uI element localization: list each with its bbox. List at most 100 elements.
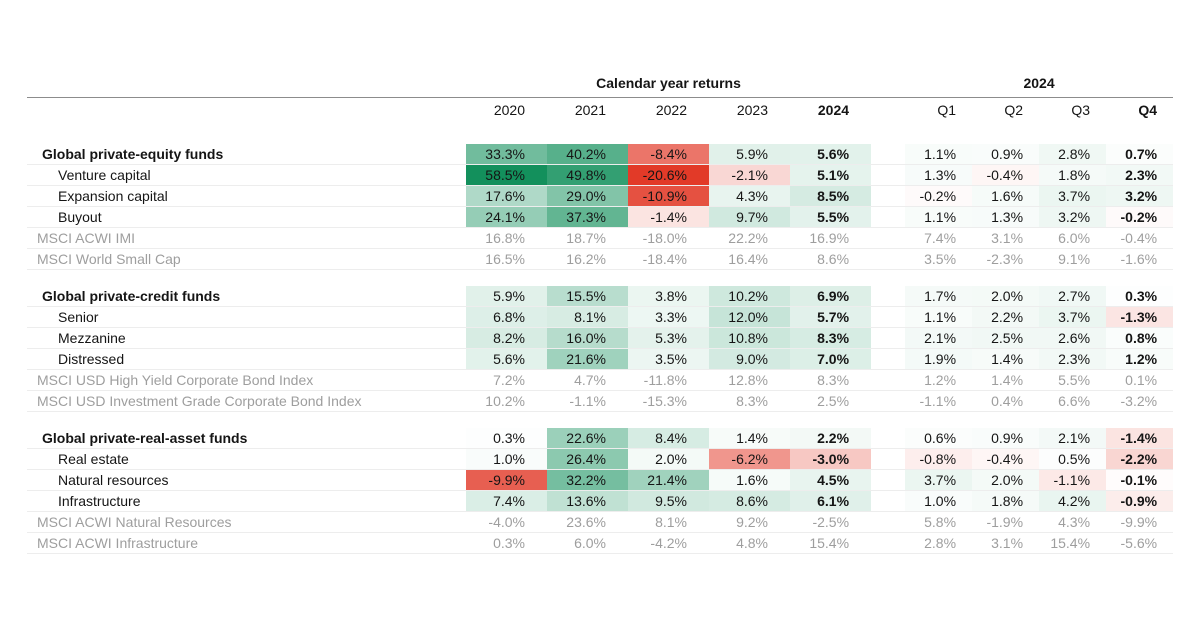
value-cell: -6.2% — [709, 448, 790, 470]
value-cell: 8.2% — [466, 327, 547, 349]
value-cell: -11.8% — [628, 369, 709, 391]
column-header-q1: Q1 — [937, 102, 957, 118]
value-cell: -9.9% — [1106, 511, 1174, 533]
table-body: Global private-equity funds 33.3% 40.2% -8.… — [27, 144, 1174, 554]
value-cell: 2.8% — [905, 532, 973, 554]
value-cell: 40.2% — [547, 144, 628, 165]
value-cell: 3.2% — [1039, 206, 1107, 228]
value-cell: 16.2% — [547, 248, 628, 270]
value-cell: 23.6% — [547, 511, 628, 533]
value-cell: -1.9% — [972, 511, 1040, 533]
value-cell: 1.4% — [972, 348, 1040, 370]
table-row: Infrastructure 7.4% 13.6% 9.5% 8.6% 6.1% 1.0% 1… — [27, 490, 1174, 512]
value-cell: 15.5% — [547, 286, 628, 307]
value-cell: 1.3% — [905, 164, 973, 186]
value-cell: 22.6% — [547, 428, 628, 449]
value-cell: 32.2% — [547, 469, 628, 491]
value-cell: -4.0% — [466, 511, 547, 533]
column-group-row: Calendar year returns 2024 — [27, 74, 1174, 98]
value-cell: 5.5% — [790, 206, 872, 228]
table-row: MSCI USD High Yield Corporate Bond Index… — [27, 369, 1174, 391]
table-row: Global private-real-asset funds 0.3% 22.6%… — [27, 428, 1174, 449]
value-cell: 1.1% — [905, 306, 973, 328]
value-cell: 2.6% — [1039, 327, 1107, 349]
value-cell: 21.6% — [547, 348, 628, 370]
value-cell: -2.5% — [790, 511, 872, 533]
value-cell: 3.8% — [628, 286, 709, 307]
column-group-2024-quarters: 2024 — [905, 74, 1174, 98]
value-cell: 8.1% — [628, 511, 709, 533]
value-cell: 5.9% — [709, 144, 790, 165]
table-row: MSCI USD Investment Grade Corporate Bond… — [27, 390, 1174, 412]
table-row: Natural resources -9.9% 32.2% 21.4% 1.6% 4.5%… — [27, 469, 1174, 491]
group-gap — [871, 348, 906, 370]
value-cell: -0.2% — [1106, 206, 1174, 228]
value-cell: 4.3% — [1039, 511, 1107, 533]
value-cell: 26.4% — [547, 448, 628, 470]
row-label: MSCI USD High Yield Corporate Bond Index — [27, 369, 466, 391]
value-cell: 5.1% — [790, 164, 872, 186]
table-row: Global private-equity funds 33.3% 40.2% -8.… — [27, 144, 1174, 165]
value-cell: 4.8% — [709, 532, 790, 554]
group-gap — [871, 511, 906, 533]
value-cell: 2.1% — [905, 327, 973, 349]
value-cell: -0.1% — [1106, 469, 1174, 491]
value-cell: 1.7% — [905, 286, 973, 307]
value-cell: 1.9% — [905, 348, 973, 370]
section-spacer — [27, 270, 1173, 287]
value-cell: 5.3% — [628, 327, 709, 349]
value-cell: -5.6% — [1106, 532, 1174, 554]
row-label: MSCI USD Investment Grade Corporate Bond… — [27, 390, 466, 412]
value-cell: 2.3% — [1039, 348, 1107, 370]
value-cell: 6.9% — [790, 286, 872, 307]
value-cell: 1.4% — [709, 428, 790, 449]
group-gap — [871, 185, 906, 207]
value-cell: -2.1% — [709, 164, 790, 186]
value-cell: 2.2% — [790, 428, 872, 449]
value-cell: 1.3% — [972, 206, 1040, 228]
value-cell: 2.5% — [972, 327, 1040, 349]
value-cell: 0.9% — [972, 144, 1040, 165]
value-cell: 2.0% — [628, 448, 709, 470]
value-cell: 9.5% — [628, 490, 709, 512]
value-cell: 10.2% — [466, 390, 547, 412]
column-header-q2: Q2 — [1004, 102, 1024, 118]
value-cell: -18.0% — [628, 227, 709, 249]
group-gap — [871, 469, 906, 491]
group-gap — [871, 532, 906, 554]
column-header-label-spacer — [27, 98, 466, 124]
value-cell: -0.2% — [905, 185, 973, 207]
returns-table: Calendar year returns 2024 2020 2021 202… — [27, 74, 1174, 554]
table-row: MSCI ACWI Infrastructure 0.3% 6.0% -4.2% 4.8… — [27, 532, 1174, 554]
value-cell: 0.3% — [466, 428, 547, 449]
value-cell: -1.3% — [1106, 306, 1174, 328]
row-label: Mezzanine — [27, 327, 466, 349]
value-cell: 16.9% — [790, 227, 872, 249]
value-cell: 8.6% — [709, 490, 790, 512]
value-cell: 1.0% — [905, 490, 973, 512]
value-cell: 0.9% — [972, 428, 1040, 449]
value-cell: 4.3% — [709, 185, 790, 207]
value-cell: 2.1% — [1039, 428, 1107, 449]
value-cell: 2.2% — [972, 306, 1040, 328]
row-label: Buyout — [27, 206, 466, 228]
value-cell: 2.3% — [1106, 164, 1174, 186]
table-row: MSCI ACWI Natural Resources -4.0% 23.6% 8.1… — [27, 511, 1174, 533]
group-gap — [871, 390, 906, 412]
value-cell: 0.3% — [1106, 286, 1174, 307]
value-cell: 8.3% — [709, 390, 790, 412]
group-gap — [871, 428, 906, 449]
table-row: Buyout 24.1% 37.3% -1.4% 9.7% 5.5% 1.1% 1.3% 3.2… — [27, 206, 1174, 228]
value-cell: 0.7% — [1106, 144, 1174, 165]
value-cell: 1.6% — [709, 469, 790, 491]
table-row: Global private-credit funds 5.9% 15.5% 3.8%… — [27, 286, 1174, 307]
group-gap — [871, 164, 906, 186]
value-cell: 2.8% — [1039, 144, 1107, 165]
value-cell: 3.7% — [1039, 306, 1107, 328]
value-cell: 8.4% — [628, 428, 709, 449]
value-cell: -18.4% — [628, 248, 709, 270]
column-group-gap — [871, 74, 906, 98]
value-cell: 16.5% — [466, 248, 547, 270]
table-row: MSCI ACWI IMI 16.8% 18.7% -18.0% 22.2% 16.9% 7… — [27, 227, 1174, 249]
value-cell: 4.7% — [547, 369, 628, 391]
